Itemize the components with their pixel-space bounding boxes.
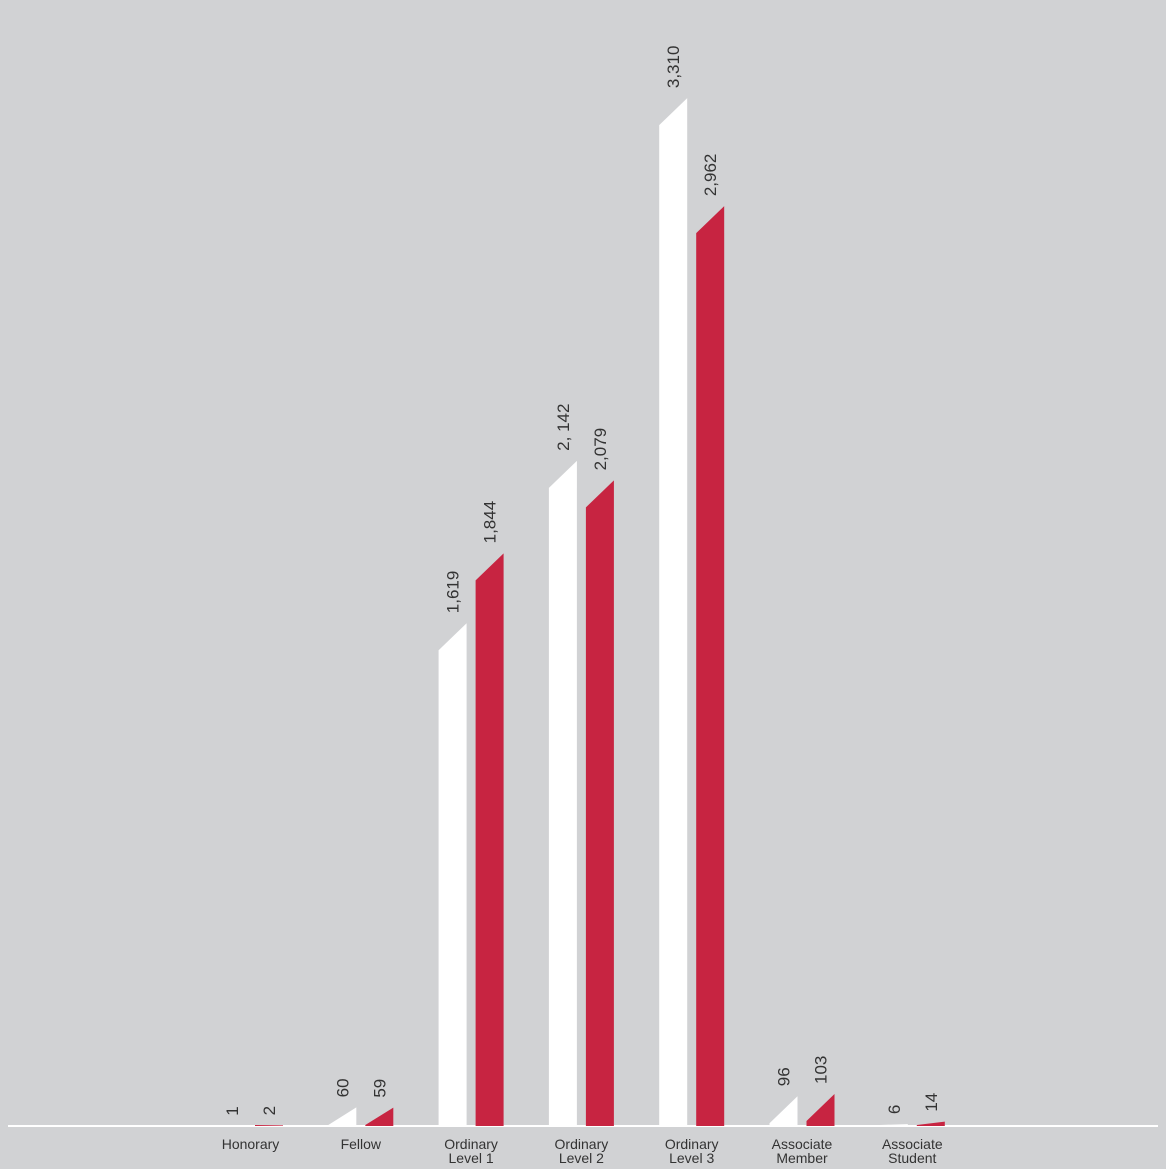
value-label: 2, 142 [554,404,573,451]
bar-white-3 [548,460,577,1126]
bar-red-6 [916,1121,945,1126]
value-label: 2,079 [591,428,610,471]
bar-white-5 [769,1096,798,1126]
value-label: 6 [885,1105,904,1114]
value-label: 103 [812,1056,831,1084]
category-label: Ordinary [555,1136,609,1152]
bar-red-2 [475,553,504,1126]
bar-red-3 [585,480,614,1127]
bar-white-0 [218,1125,246,1126]
category-label: Honorary [222,1136,280,1152]
value-label: 3,310 [664,46,683,89]
bar-red-5 [806,1094,835,1126]
value-label: 59 [370,1079,389,1098]
bar-white-6 [879,1124,908,1126]
category-label: Ordinary [665,1136,719,1152]
bars-group [218,98,945,1127]
category-label: Level 3 [669,1150,714,1166]
value-label: 1,619 [444,571,463,614]
category-label: Ordinary [444,1136,498,1152]
bar-white-1 [328,1107,357,1126]
value-label: 96 [775,1067,794,1086]
value-label: 2 [260,1106,279,1115]
category-label: Member [776,1150,828,1166]
category-label: Associate [772,1136,833,1152]
bar-white-4 [659,98,688,1126]
bar-white-2 [438,623,467,1126]
value-label: 60 [333,1078,352,1097]
category-label: Student [888,1150,936,1166]
category-label: Level 1 [449,1150,494,1166]
value-label: 1 [223,1106,242,1115]
bar-red-0 [255,1125,283,1126]
category-label: Associate [882,1136,943,1152]
value-label: 14 [922,1093,941,1112]
category-label: Fellow [341,1136,382,1152]
value-labels-group: 1 2 60 59 1,619 1,844 2, 142 2,079 3,310 2,962 96 1… [223,46,941,1116]
value-label: 2,962 [701,154,720,197]
value-label: 1,844 [481,501,500,544]
category-label: Level 2 [559,1150,604,1166]
bar-red-1 [365,1107,394,1126]
bar-red-4 [696,206,725,1127]
